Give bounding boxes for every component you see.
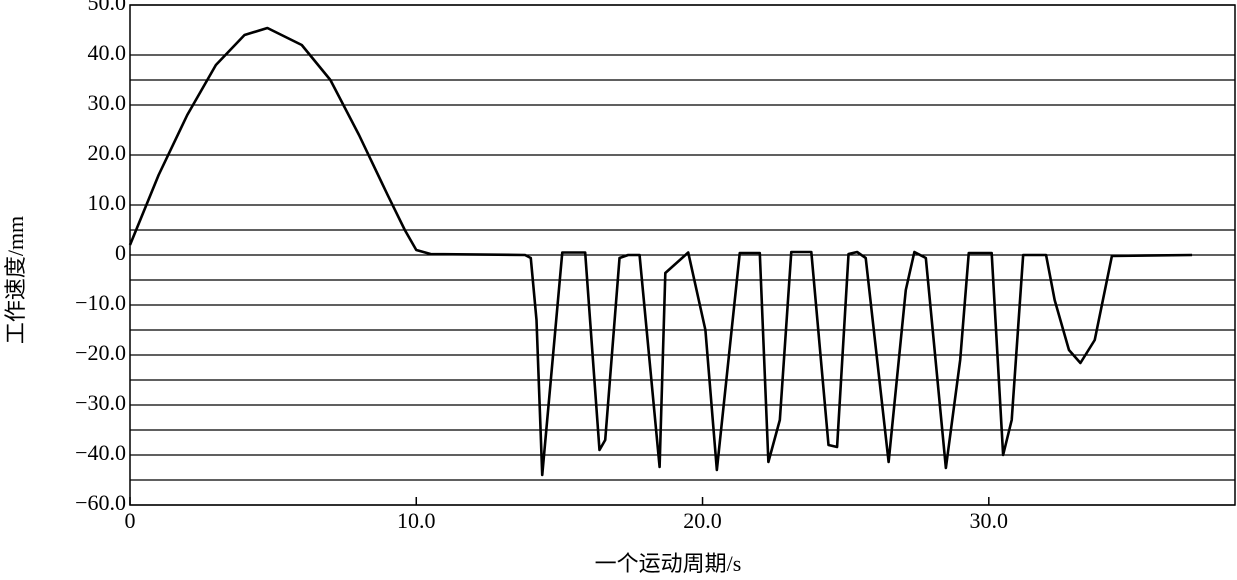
data-line xyxy=(128,26,1193,477)
y-tick-label: 50.0 xyxy=(88,0,127,15)
y-tick-label: −10.0 xyxy=(75,290,126,315)
x-tick-label: 0 xyxy=(125,508,136,533)
y-tick-label: −60.0 xyxy=(75,490,126,515)
y-tick-label: 10.0 xyxy=(88,190,127,215)
y-tick-label: 0 xyxy=(115,240,126,265)
x-tick-label: 10.0 xyxy=(397,508,436,533)
x-tick-label: 30.0 xyxy=(970,508,1009,533)
x-axis-label: 一个运动周期/s xyxy=(595,551,742,576)
x-tick-label: 20.0 xyxy=(683,508,722,533)
y-axis-label: 工作速度/mm xyxy=(3,216,28,344)
y-tick-label: 30.0 xyxy=(88,90,127,115)
y-tick-label: 40.0 xyxy=(88,40,127,65)
y-tick-label: −20.0 xyxy=(75,340,126,365)
y-tick-label: −40.0 xyxy=(75,440,126,465)
y-tick-label: −30.0 xyxy=(75,390,126,415)
y-tick-label: 20.0 xyxy=(88,140,127,165)
